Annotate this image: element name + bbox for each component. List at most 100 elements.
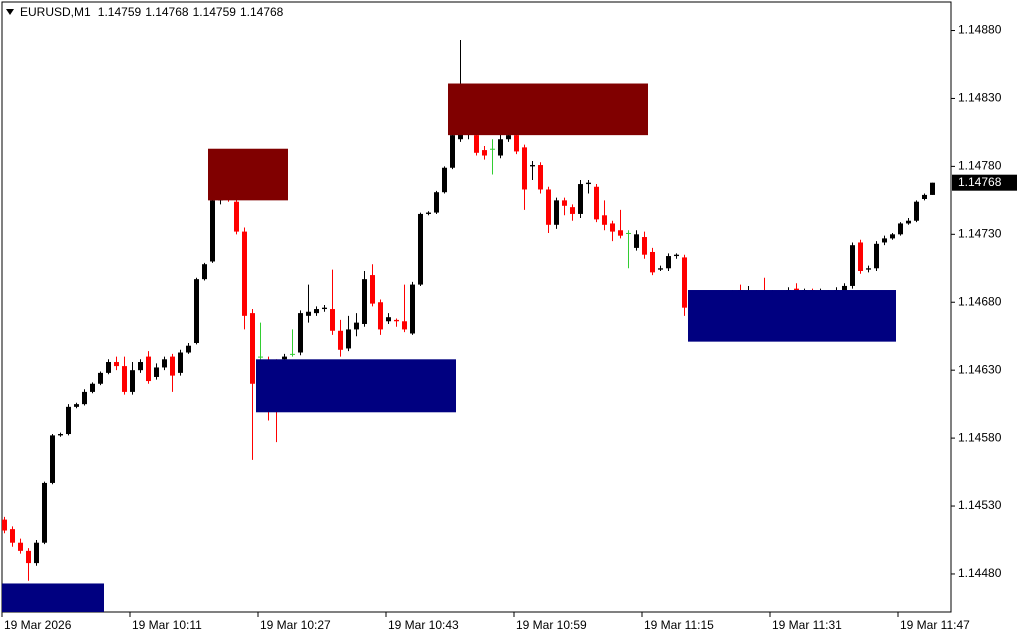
candle-body: [346, 329, 351, 349]
candle-body: [850, 245, 855, 286]
candle-body: [106, 362, 111, 373]
candle-body: [442, 167, 447, 193]
zone-supply: [208, 148, 288, 201]
candle-body: [370, 275, 375, 304]
candle-body: [394, 319, 399, 322]
candle-body: [154, 367, 159, 377]
candle-body: [170, 356, 175, 376]
y-tick-label: 1.14530: [958, 498, 1002, 512]
candle-body: [658, 268, 663, 270]
candle-body: [378, 302, 383, 330]
candle-body: [490, 148, 495, 150]
candle-body: [426, 212, 431, 214]
chart-header: EURUSD,M1 1.14759 1.14768 1.14759 1.14768: [20, 5, 284, 19]
candle-body: [362, 279, 367, 324]
candle-body: [858, 242, 863, 271]
candle-body: [290, 353, 295, 355]
candle-body: [242, 231, 247, 316]
candle-body: [50, 435, 55, 483]
candle-body: [306, 311, 311, 316]
candle-body: [530, 165, 535, 167]
candle-body: [682, 257, 687, 308]
candle-body: [610, 223, 615, 232]
candle-body: [434, 192, 439, 213]
x-tick-label: 19 Mar 10:27: [260, 618, 331, 632]
header-high: 1.14768: [145, 5, 189, 19]
candle-body: [674, 254, 679, 257]
candle-body: [98, 372, 103, 384]
collapse-arrow[interactable]: [6, 9, 14, 15]
zone-supply: [448, 83, 648, 136]
candle-body: [882, 238, 887, 243]
candle-body: [586, 182, 591, 185]
plot-frame: [1, 1, 952, 613]
plot: [2, 40, 935, 612]
zone-demand: [688, 290, 896, 342]
x-tick-label: 19 Mar 11:15: [644, 618, 714, 632]
x-tick-label: 19 Mar 10:43: [388, 618, 459, 632]
candle-body: [330, 309, 335, 331]
header-low: 1.14759: [193, 5, 237, 19]
candle-body: [634, 234, 639, 248]
candle-body: [122, 366, 127, 392]
candle-body: [386, 317, 391, 322]
candle-body: [114, 362, 119, 367]
candle-body: [650, 251, 655, 273]
candle-body: [642, 237, 647, 255]
candle-body: [562, 200, 567, 206]
symbol: EURUSD,M1: [20, 5, 91, 19]
candle-body: [138, 362, 143, 371]
candle-body: [402, 321, 407, 330]
candle-body: [354, 322, 359, 330]
candle-body: [234, 201, 239, 232]
x-tick-label: 19 Mar 10:59: [516, 618, 587, 632]
candle-body: [282, 356, 287, 360]
candle-body: [546, 189, 551, 225]
candle-body: [842, 285, 847, 292]
y-tick-label: 1.14680: [958, 294, 1002, 308]
candle-body: [602, 215, 607, 225]
candle-body: [898, 223, 903, 235]
candle-body: [26, 550, 31, 564]
candle-body: [450, 135, 455, 168]
candle-body: [258, 356, 263, 358]
candle-body: [418, 213, 423, 285]
candle-body: [930, 182, 935, 195]
candle-body: [90, 383, 95, 392]
candle-body: [618, 230, 623, 236]
candle-body: [130, 370, 135, 392]
candle-body: [178, 352, 183, 373]
candle-body: [338, 330, 343, 350]
candle-body: [874, 243, 879, 269]
candle-body: [58, 434, 63, 436]
candle-body: [666, 256, 671, 269]
candle-body: [162, 359, 167, 368]
candle-body: [250, 313, 255, 384]
candle-body: [594, 186, 599, 220]
candle-body: [866, 268, 871, 270]
candle-body: [298, 313, 303, 353]
last-price-tag: [952, 174, 1017, 191]
x-tick-label: 19 Mar 10:11: [132, 618, 202, 632]
candle-body: [554, 200, 559, 225]
candle-body: [74, 404, 79, 407]
y-tick-label: 1.14830: [958, 91, 1002, 105]
last-price-label: 1.14768: [958, 175, 1002, 189]
candle-body: [922, 194, 927, 199]
candle-body: [514, 135, 519, 152]
candle-body: [66, 406, 71, 435]
candle-body: [498, 139, 503, 156]
candle-body: [906, 220, 911, 224]
x-tick-label: 19 Mar 11:47: [900, 618, 970, 632]
candle-body: [146, 356, 151, 382]
candle-body: [186, 345, 191, 353]
y-tick-label: 1.14630: [958, 362, 1002, 376]
candle-body: [570, 207, 575, 214]
header-close: 1.14768: [240, 5, 284, 19]
candle-body: [194, 279, 199, 344]
candle-body: [914, 201, 919, 221]
candle-body: [34, 542, 39, 564]
candle-body: [210, 200, 215, 262]
candle-body: [626, 232, 631, 234]
